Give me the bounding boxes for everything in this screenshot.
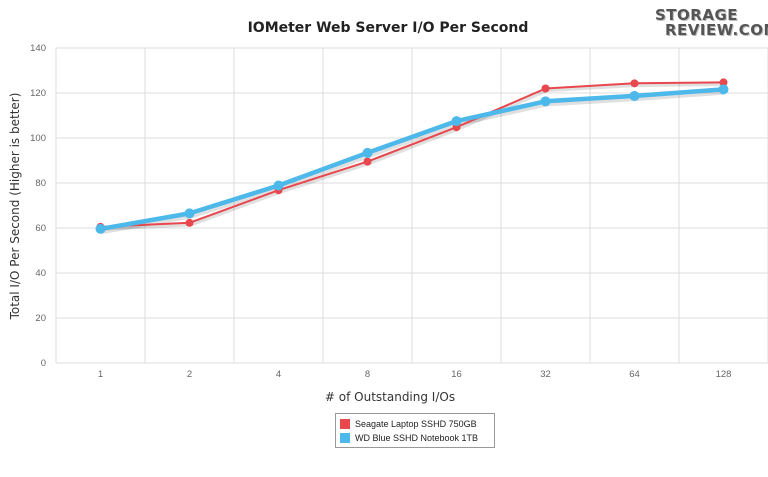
- data-point[interactable]: [185, 218, 194, 227]
- data-point[interactable]: [630, 79, 639, 88]
- x-tick-label: 1: [98, 369, 103, 380]
- y-axis-title: Total I/O Per Second (Higher is better): [8, 93, 22, 321]
- y-tick-label: 20: [35, 313, 46, 324]
- x-tick-label: 64: [629, 369, 640, 380]
- data-point[interactable]: [363, 157, 372, 166]
- logo-line-1: STORAGE: [655, 6, 739, 24]
- y-tick-label: 80: [35, 178, 46, 189]
- data-point[interactable]: [719, 78, 728, 87]
- series-shadow: [101, 82, 725, 231]
- legend-swatch-seagate: [340, 419, 350, 429]
- data-point[interactable]: [718, 84, 729, 95]
- y-tick-label: 40: [35, 268, 46, 279]
- series-line: [100, 87, 724, 232]
- data-point[interactable]: [273, 180, 284, 191]
- x-tick-label: 4: [276, 369, 281, 380]
- x-axis-title: # of Outstanding I/Os: [325, 390, 455, 404]
- y-tick-label: 100: [30, 133, 46, 144]
- x-tick-label: 8: [365, 369, 370, 380]
- x-tick-label: 32: [540, 369, 551, 380]
- data-point[interactable]: [184, 208, 195, 219]
- y-tick-label: 60: [35, 223, 46, 234]
- data-point[interactable]: [362, 147, 373, 158]
- chart-title: IOMeter Web Server I/O Per Second: [248, 20, 529, 36]
- x-tick-label: 2: [187, 369, 192, 380]
- legend-swatch-wd: [340, 433, 350, 443]
- storagereview-logo: STORAGE REVIEW.COM: [655, 6, 768, 42]
- data-point[interactable]: [95, 223, 106, 234]
- legend-label-wd: WD Blue SSHD Notebook 1TB: [355, 433, 479, 443]
- legend: Seagate Laptop SSHD 750GB WD Blue SSHD N…: [335, 413, 495, 448]
- y-tick-label: 120: [30, 88, 46, 99]
- data-point[interactable]: [540, 96, 551, 107]
- y-tick-label: 0: [41, 358, 46, 369]
- series-lines: [95, 78, 729, 235]
- data-point[interactable]: [629, 90, 640, 101]
- x-tick-label: 128: [716, 369, 732, 380]
- logo-line-2: REVIEW.COM: [665, 21, 768, 39]
- legend-item-seagate[interactable]: Seagate Laptop SSHD 750GB: [340, 417, 490, 431]
- series-line: [100, 81, 724, 228]
- data-point[interactable]: [451, 116, 462, 127]
- legend-item-wd[interactable]: WD Blue SSHD Notebook 1TB: [340, 431, 490, 445]
- axis-ticks: 0 20 40 60 80 100 120 140 1 2 4 8 16 32 64 128: [30, 43, 731, 380]
- data-point[interactable]: [541, 84, 550, 93]
- x-tick-label: 16: [451, 369, 462, 380]
- legend-label-seagate: Seagate Laptop SSHD 750GB: [355, 419, 477, 429]
- y-tick-label: 140: [30, 43, 46, 54]
